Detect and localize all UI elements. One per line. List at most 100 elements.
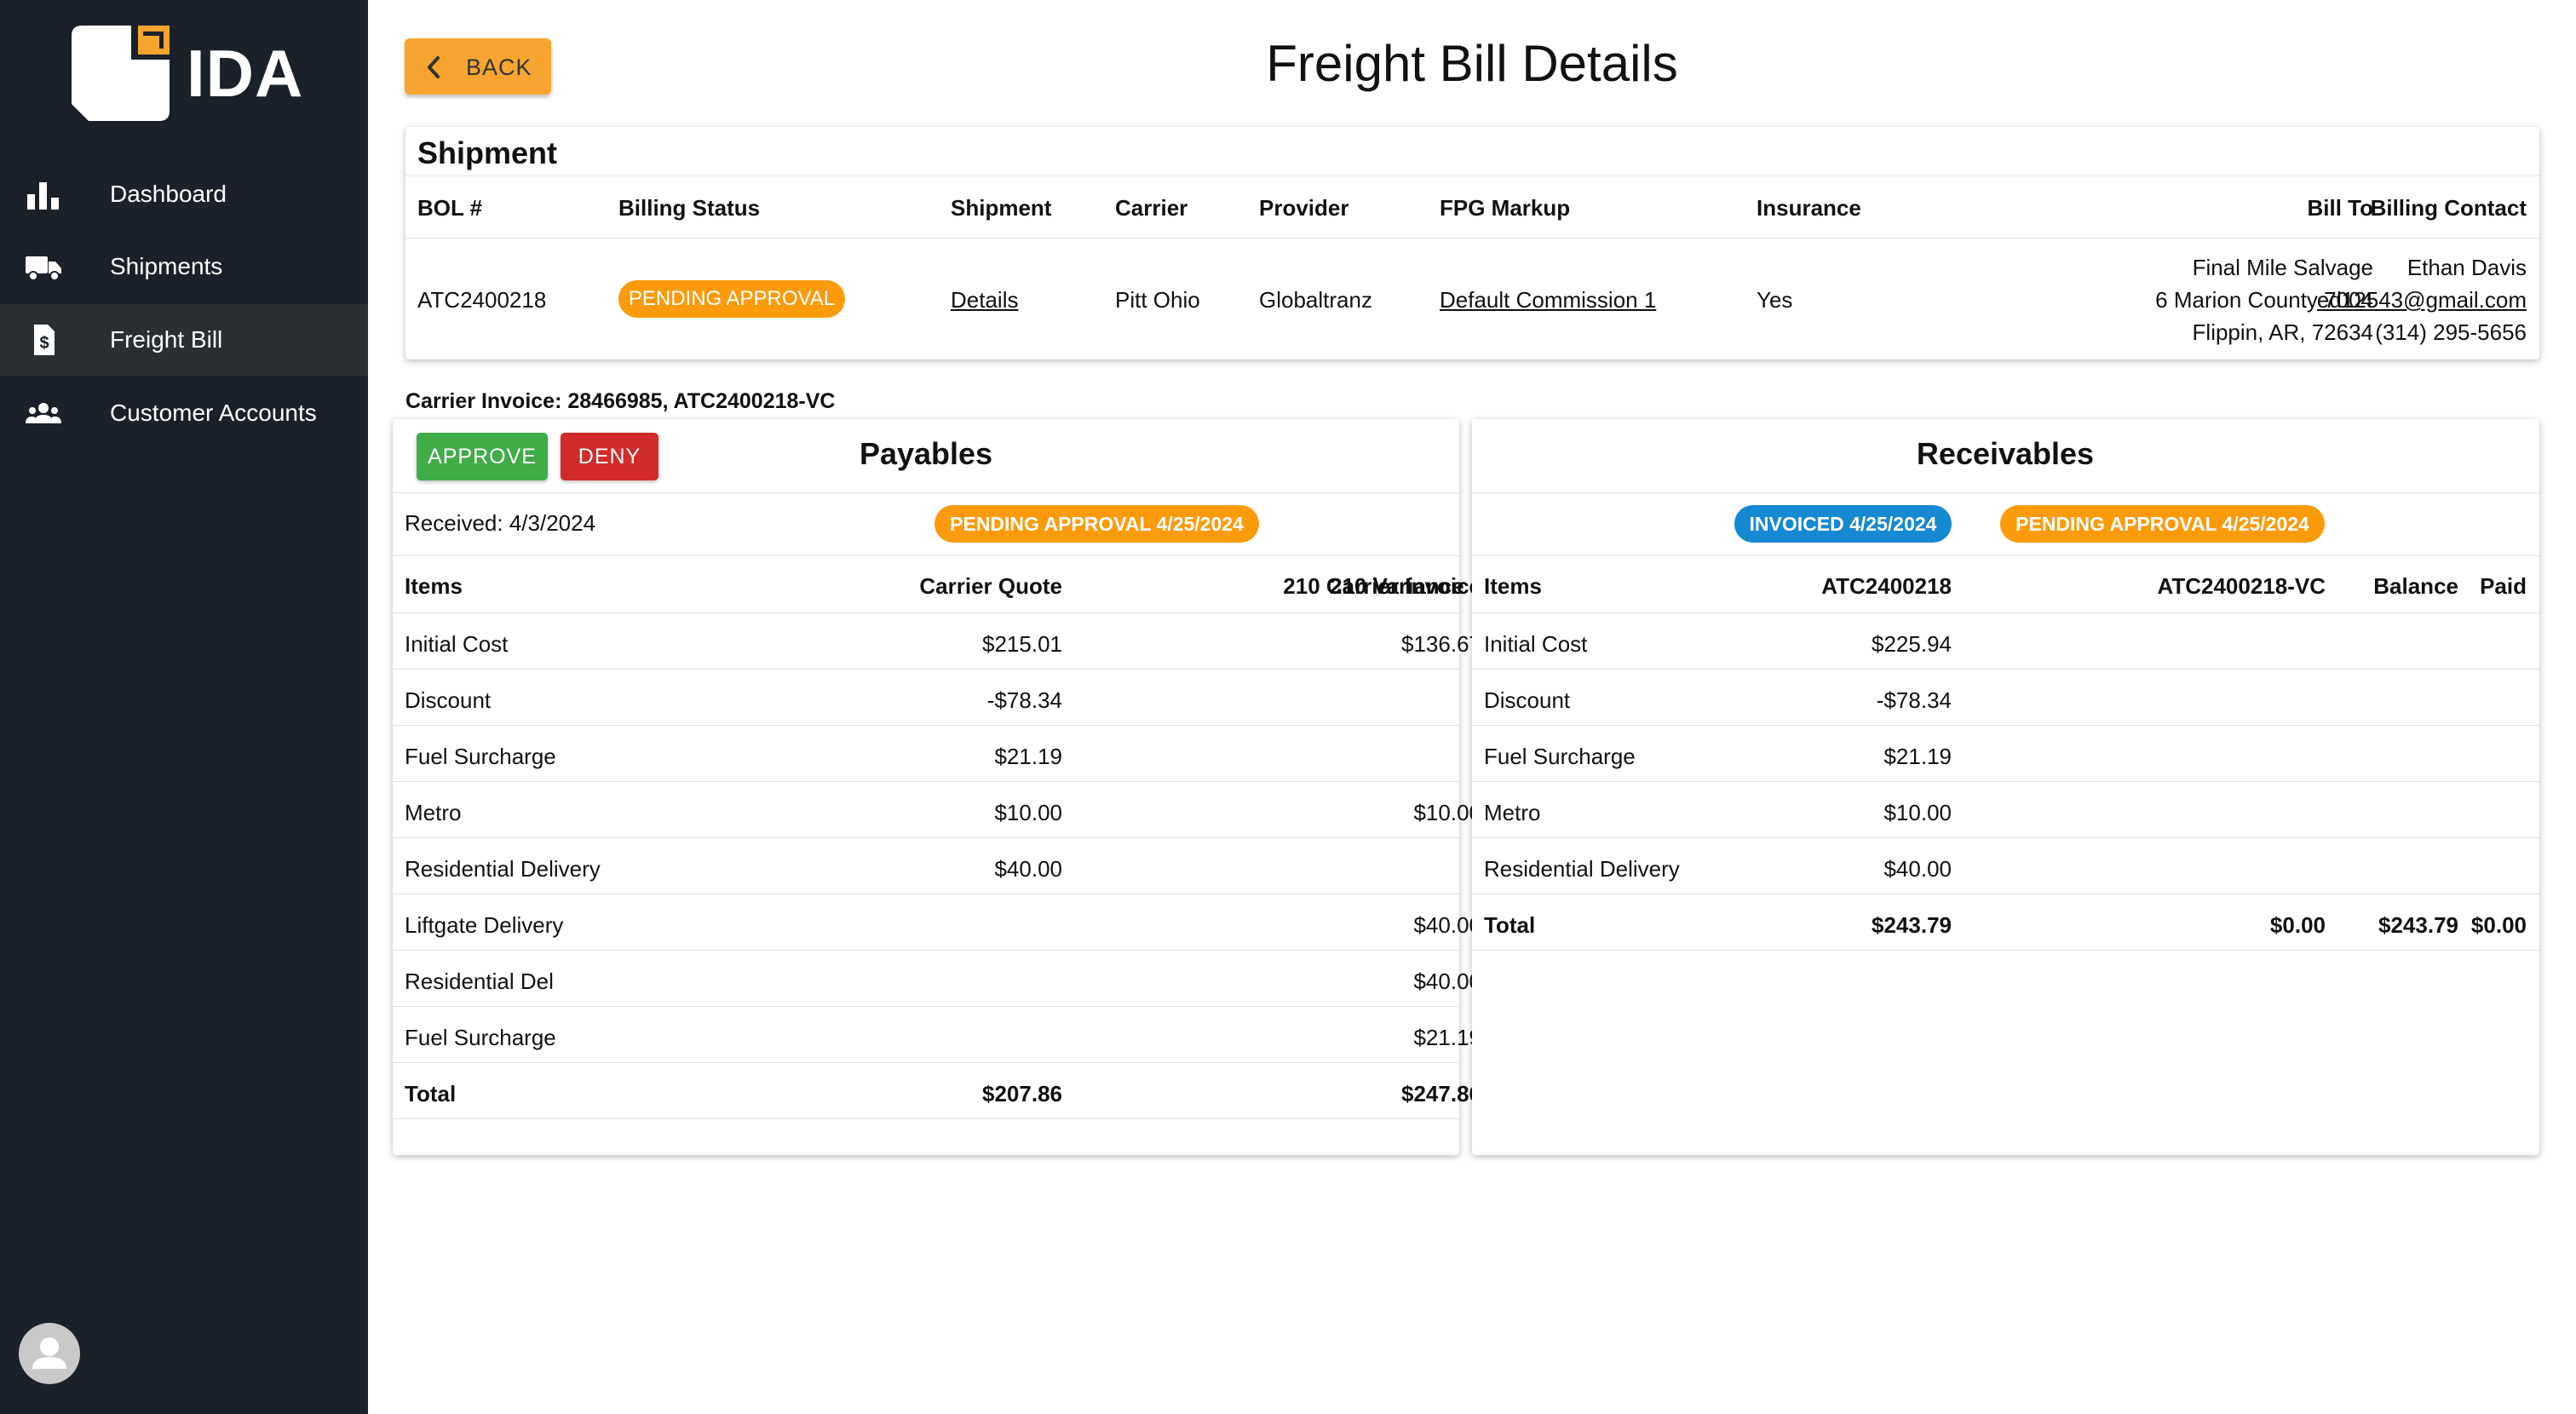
sidebar-item-freight-bill[interactable]: $ Freight Bill — [0, 304, 368, 376]
item-cell: Metro — [405, 800, 462, 825]
insurance-value: Yes — [1757, 287, 1793, 313]
bol-value: ATC2400218 — [417, 287, 547, 313]
invoice-atc2400218-cell: -$78.34 — [1876, 687, 1952, 713]
back-button-label: BACK — [466, 55, 532, 80]
row-divider — [1472, 837, 2539, 838]
divider — [405, 238, 2539, 239]
header-invoice-atc2400218-vc: ATC2400218-VC — [2157, 573, 2326, 599]
row-divider — [393, 950, 1459, 951]
divider — [405, 175, 2539, 176]
row-divider — [393, 1118, 1459, 1119]
shipment-title: Shipment — [417, 135, 558, 170]
header-items: Items — [405, 573, 463, 599]
invoice-icon: $ — [34, 325, 55, 355]
shipment-details-link[interactable]: Details — [951, 287, 1019, 313]
contact-email-link[interactable]: ed12543@gmail.com — [2316, 287, 2527, 313]
approve-button[interactable]: APPROVE — [417, 433, 548, 480]
carrier-invoice-cell: $136.67 — [1401, 631, 1481, 657]
divider — [393, 555, 1459, 556]
carrier-quote-cell: $40.00 — [994, 856, 1062, 882]
app-logo[interactable]: IDA — [72, 26, 303, 121]
item-cell: Residential Del — [405, 969, 554, 994]
header-fpg-markup: FPG Markup — [1440, 195, 1571, 221]
row-divider — [1472, 781, 2539, 782]
received-date: Received: 4/3/2024 — [405, 510, 596, 536]
invoice-atc2400218-cell: $10.00 — [1883, 800, 1952, 825]
sidebar-item-label: Freight Bill — [110, 326, 223, 353]
header-items: Items — [1484, 573, 1542, 599]
sidebar: IDA Dashboard Shipments $ Freight Bill — [0, 0, 368, 1414]
bill-to-name: Final Mile Salvage — [2192, 255, 2373, 280]
item-cell: Residential Delivery — [405, 856, 601, 882]
row-divider — [393, 781, 1459, 782]
bill-to-address: 6 Marion County 7004 — [2155, 287, 2373, 313]
header-carrier-invoice: 210 Carrier Invoice — [1283, 573, 1481, 599]
carrier-quote-cell: $21.19 — [994, 744, 1062, 769]
header-invoice-atc2400218: ATC2400218 — [1821, 573, 1952, 599]
user-icon — [32, 1337, 66, 1369]
carrier-invoice-cell: $247.86 — [1401, 1081, 1481, 1106]
divider — [393, 612, 1459, 613]
item-cell: Fuel Surcharge — [405, 744, 556, 769]
item-cell: Total — [1484, 912, 1536, 938]
item-cell: Residential Delivery — [1484, 856, 1680, 882]
header-carrier: Carrier — [1115, 195, 1188, 221]
provider-value: Globaltranz — [1259, 287, 1372, 313]
divider — [1472, 492, 2539, 493]
carrier-invoice-cell: $40.00 — [1413, 912, 1481, 938]
bar-chart-icon — [27, 182, 59, 210]
sidebar-item-customer-accounts[interactable]: Customer Accounts — [0, 377, 368, 449]
item-cell: Liftgate Delivery — [405, 912, 564, 938]
sidebar-item-shipments[interactable]: Shipments — [0, 231, 368, 302]
header-billing-contact: Billing Contact — [2370, 195, 2527, 221]
header-shipment: Shipment — [951, 195, 1052, 221]
sidebar-item-label: Dashboard — [110, 181, 227, 207]
carrier-invoice-cell: $21.19 — [1413, 1025, 1481, 1050]
item-cell: Total — [405, 1081, 457, 1106]
logo-text: IDA — [187, 35, 304, 111]
carrier-quote-cell: $207.86 — [982, 1081, 1062, 1106]
invoice-atc2400218-cell: $40.00 — [1883, 856, 1952, 882]
divider — [1472, 555, 2539, 556]
deny-button[interactable]: DENY — [561, 433, 658, 480]
divider — [393, 492, 1459, 493]
invoice-atc2400218-cell: $225.94 — [1872, 631, 1952, 657]
sidebar-item-dashboard[interactable]: Dashboard — [0, 158, 368, 230]
carrier-quote-cell: $215.01 — [982, 631, 1062, 657]
row-divider — [393, 669, 1459, 670]
carrier-invoice-label: Carrier Invoice: 28466985, ATC2400218-VC — [405, 389, 836, 413]
item-cell: Initial Cost — [1484, 631, 1588, 657]
fpg-markup-link[interactable]: Default Commission 1 — [1440, 287, 1657, 313]
header-balance: Balance — [2373, 573, 2458, 599]
row-divider — [393, 1006, 1459, 1007]
row-divider — [1472, 669, 2539, 670]
divider — [1472, 612, 2539, 613]
carrier-invoice-cell: $40.00 — [1413, 969, 1481, 994]
header-provider: Provider — [1259, 195, 1349, 221]
carrier-invoice-cell: $10.00 — [1413, 800, 1481, 825]
user-avatar[interactable] — [19, 1323, 80, 1384]
receivables-title: Receivables — [1916, 436, 2095, 471]
page-title: Freight Bill Details — [1266, 35, 1678, 92]
sidebar-item-label: Customer Accounts — [110, 399, 317, 426]
payables-status-badge: PENDING APPROVAL 4/25/2024 — [934, 505, 1259, 543]
logo-mark-icon — [72, 26, 170, 121]
payables-title: Payables — [859, 436, 993, 471]
header-insurance: Insurance — [1757, 195, 1861, 221]
row-divider — [393, 725, 1459, 726]
payables-card: APPROVE DENY Payables Received: 4/3/2024… — [393, 419, 1481, 1155]
row-divider — [393, 1062, 1459, 1063]
billing-status-badge: PENDING APPROVAL — [618, 280, 845, 318]
back-button[interactable]: BACK — [405, 38, 551, 95]
balance-cell: $243.79 — [2378, 912, 2458, 938]
row-divider — [1472, 725, 2539, 726]
truck-icon — [26, 256, 61, 281]
contact-name: Ethan Davis — [2406, 255, 2527, 280]
paid-cell: $0.00 — [2470, 912, 2527, 938]
item-cell: Discount — [1484, 687, 1571, 713]
receivables-pending-badge: PENDING APPROVAL 4/25/2024 — [2000, 505, 2325, 543]
header-paid: Paid — [2480, 573, 2527, 599]
header-carrier-quote: Carrier Quote — [919, 573, 1062, 599]
item-cell: Discount — [405, 687, 492, 713]
header-bill-to: Bill To — [2307, 195, 2373, 221]
